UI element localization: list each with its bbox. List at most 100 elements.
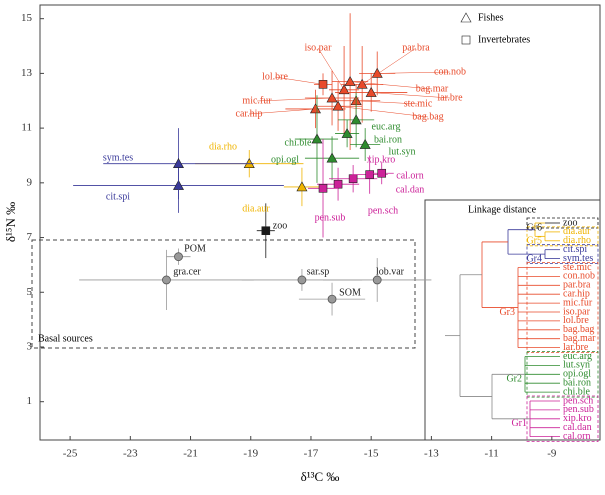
- leader-line: [350, 81, 433, 90]
- group-label: Gr3: [499, 307, 515, 318]
- point-label: cal.dan: [396, 184, 425, 195]
- y-tick-label: 11: [21, 122, 32, 134]
- leaf-label: bai.ron: [563, 377, 591, 388]
- leaf-label: cal.orn: [563, 431, 591, 442]
- legend-marker: [460, 12, 472, 23]
- point-label: SOM: [339, 287, 361, 298]
- point-label: cal.orn: [396, 170, 424, 181]
- leaf-label: zoo: [563, 217, 577, 228]
- leaf-label: dia.rho: [563, 235, 591, 246]
- point-label: lar.bre: [437, 92, 463, 103]
- point: [371, 67, 383, 78]
- leaf-label: mic.fur: [563, 297, 593, 308]
- x-axis-label: δ¹³C ‰: [301, 469, 340, 484]
- point-label: euc.arg: [372, 121, 401, 132]
- point: [348, 174, 358, 184]
- point: [365, 86, 377, 97]
- leaf-label: dia.aur: [563, 226, 591, 237]
- group-label: Gr5: [526, 236, 542, 247]
- point: [162, 275, 171, 285]
- leaf-label: ste.mic: [563, 262, 592, 273]
- group-box: [526, 226, 599, 247]
- leader-line: [371, 92, 451, 99]
- group-label: Gr1: [511, 418, 527, 429]
- point: [332, 100, 344, 111]
- point-label: pen.sch: [368, 205, 398, 216]
- x-tick-label: -25: [63, 448, 78, 460]
- leaf-label: lar.bre: [563, 342, 589, 353]
- point-label: lut.syn: [389, 146, 416, 157]
- point: [318, 184, 328, 193]
- leader-line: [248, 108, 316, 115]
- point: [327, 294, 337, 304]
- y-tick-label: 9: [27, 176, 33, 188]
- x-tick-label: -17: [304, 448, 319, 460]
- point-label: con.nob: [434, 66, 466, 77]
- leader-line: [338, 105, 429, 118]
- dendrogram-title: Linkage distance: [468, 204, 537, 215]
- point: [309, 103, 321, 114]
- leaf-label: iso.par: [563, 306, 591, 317]
- group-box: [526, 262, 599, 353]
- point: [174, 252, 183, 262]
- point-label: lol.bre: [262, 71, 288, 82]
- leader-line: [274, 76, 324, 85]
- point: [311, 133, 323, 144]
- x-tick-label: -11: [484, 448, 498, 460]
- x-tick-label: -23: [123, 448, 138, 460]
- point: [297, 275, 307, 285]
- leaf-label: lut.syn: [563, 360, 590, 371]
- leader-line: [356, 100, 419, 105]
- point: [365, 170, 374, 179]
- point: [296, 181, 308, 192]
- leader-line: [256, 97, 333, 102]
- point-label: sar.sp: [307, 266, 330, 277]
- point-label: POM: [184, 243, 206, 254]
- point-label: car.hip: [236, 108, 263, 119]
- leader-line: [317, 47, 345, 90]
- point-label: bai.ron: [374, 134, 402, 145]
- leaf-label: xip.kro: [563, 413, 592, 424]
- point: [326, 152, 338, 163]
- y-tick-label: 15: [21, 12, 33, 24]
- point-label: iso.par: [305, 42, 333, 53]
- legend-marker: [461, 35, 471, 45]
- point: [326, 92, 338, 103]
- group-box: [526, 217, 599, 229]
- leaf-label: cal.dan: [563, 422, 592, 433]
- point: [372, 275, 382, 285]
- point-label: lob.var: [376, 266, 405, 277]
- leaf-label: sym.tes: [563, 253, 593, 264]
- leaf-label: bag.mar: [563, 333, 596, 344]
- point-label: dia.aur: [242, 203, 270, 214]
- leaf-label: opi.ogl: [563, 369, 591, 380]
- x-tick-label: -9: [547, 448, 557, 460]
- leaf-label: pen.sub: [563, 404, 594, 415]
- legend-label: Fishes: [478, 12, 504, 23]
- basal-box: [31, 239, 416, 349]
- point-label: ste.mic: [404, 98, 433, 109]
- leader-line: [362, 47, 417, 85]
- point: [341, 127, 353, 138]
- point-label: xip.kro: [367, 154, 396, 165]
- point: [344, 75, 356, 86]
- point-label: zoo: [273, 220, 287, 231]
- y-tick-label: 7: [27, 231, 33, 243]
- x-tick-label: -13: [424, 448, 439, 460]
- point-label: dia.rho: [209, 141, 237, 152]
- group-label: Gr2: [506, 374, 522, 385]
- leaf-label: con.nob: [563, 271, 595, 282]
- point: [172, 158, 185, 168]
- point: [333, 179, 343, 189]
- point-label: pen.sub: [315, 212, 346, 223]
- point: [359, 138, 371, 149]
- point-label: bag.bag: [412, 111, 443, 122]
- y-tick-label: 13: [21, 67, 33, 79]
- point: [261, 226, 271, 236]
- dendrogram-box: [424, 199, 601, 441]
- leaf-label: pen.sch: [563, 395, 593, 406]
- x-tick-label: -15: [364, 448, 379, 460]
- y-tick-label: 5: [27, 286, 33, 298]
- point-label: gra.cer: [173, 266, 201, 277]
